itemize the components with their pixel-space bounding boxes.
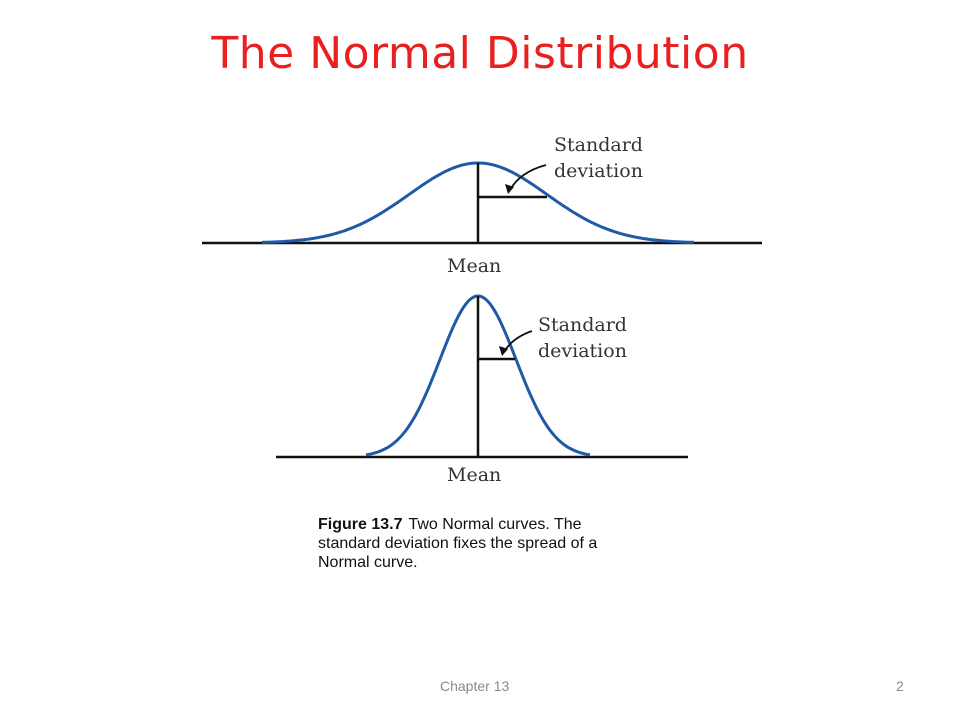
sd-label-bottom-line1: Standard — [538, 314, 627, 336]
narrow-normal-diagram: Standard deviation Mean — [276, 294, 688, 486]
mean-label-top: Mean — [447, 255, 501, 277]
figure-caption-text: Two Normal curves. The standard deviatio… — [318, 516, 598, 571]
mean-label-bottom: Mean — [447, 464, 501, 486]
sd-pointer-arrowhead-bottom — [499, 346, 508, 356]
figure-caption-label: Figure 13.7 — [318, 516, 403, 533]
footer-chapter: Chapter 13 — [440, 678, 510, 694]
footer-page-number: 2 — [896, 678, 904, 694]
slide-title: The Normal Distribution — [211, 28, 749, 79]
sd-label-top-line1: Standard — [554, 134, 643, 156]
sd-pointer-arrowhead-top — [505, 184, 514, 194]
sd-pointer-arrow-top — [509, 164, 547, 191]
sd-label-bottom-line2: deviation — [538, 340, 627, 362]
sd-label-top-line2: deviation — [554, 160, 643, 182]
wide-normal-diagram: Standard deviation Mean — [202, 134, 762, 277]
figure-caption: Figure 13.7 Two Normal curves. The standa… — [318, 515, 600, 572]
